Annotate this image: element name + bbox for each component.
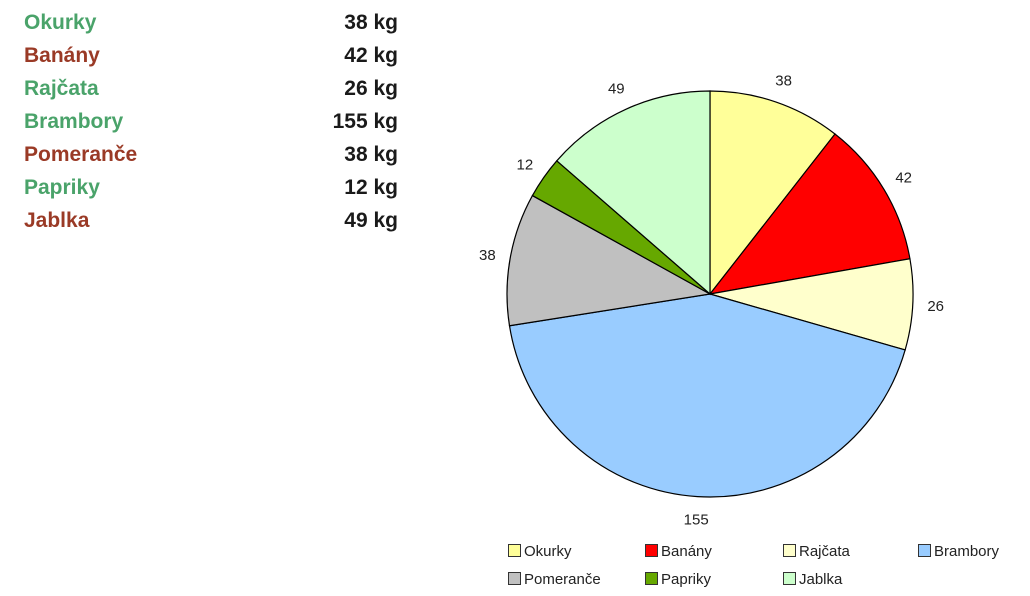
- row-label: Okurky: [24, 11, 97, 34]
- legend-swatch: [783, 572, 796, 585]
- table-row: Brambory 155 kg: [24, 107, 404, 137]
- row-value: 38 kg: [344, 143, 398, 166]
- row-value: 49 kg: [344, 209, 398, 232]
- row-value: 38 kg: [344, 11, 398, 34]
- table-row: Jablka 49 kg: [24, 206, 404, 236]
- legend-item: Rajčata: [783, 542, 850, 562]
- legend-item: Brambory: [918, 542, 999, 562]
- row-label: Jablka: [24, 209, 90, 232]
- slice-data-label: 49: [608, 80, 625, 97]
- table-row: Okurky 38 kg: [24, 8, 404, 38]
- legend-label: Okurky: [524, 543, 572, 560]
- pie-slice: [709, 90, 836, 296]
- legend-swatch: [645, 544, 658, 557]
- legend-label: Papriky: [661, 571, 712, 588]
- legend-label: Pomeranče: [524, 571, 601, 588]
- table-row: Pomeranče 38 kg: [24, 140, 404, 170]
- row-label: Papriky: [24, 176, 100, 199]
- row-value: 42 kg: [344, 44, 398, 67]
- legend-swatch: [508, 572, 521, 585]
- row-label: Brambory: [24, 110, 124, 133]
- slice-data-label: 38: [479, 247, 496, 264]
- legend-swatch: [918, 544, 931, 557]
- legend-item: Pomeranče: [508, 570, 601, 590]
- legend-item: Banány: [645, 542, 712, 562]
- slice-data-label: 38: [775, 72, 792, 89]
- pie-slice: [508, 293, 906, 498]
- legend-item: Papriky: [645, 570, 711, 590]
- legend-swatch: [645, 572, 658, 585]
- legend-item: Okurky: [508, 542, 572, 562]
- legend-item: Jablka: [783, 570, 842, 590]
- pie-slice: [708, 133, 911, 295]
- row-label: Rajčata: [24, 77, 99, 100]
- slice-data-label: 26: [927, 298, 944, 315]
- row-label: Pomeranče: [24, 143, 138, 166]
- table-row: Papriky 12 kg: [24, 173, 404, 203]
- legend-label: Rajčata: [799, 543, 850, 560]
- row-value: 26 kg: [344, 77, 398, 100]
- legend-swatch: [783, 544, 796, 557]
- pie-slice: [506, 194, 712, 327]
- slice-data-label: 12: [517, 156, 534, 173]
- legend-label: Banány: [661, 543, 712, 560]
- row-value: 155 kg: [332, 110, 398, 133]
- legend-swatch: [508, 544, 521, 557]
- slice-data-label: 42: [895, 170, 912, 187]
- slice-data-label: 155: [684, 512, 709, 529]
- legend-label: Brambory: [934, 543, 1000, 560]
- pie-slice: [555, 90, 711, 296]
- row-value: 12 kg: [344, 176, 398, 199]
- table-row: Rajčata 26 kg: [24, 74, 404, 104]
- legend-label: Jablka: [799, 571, 843, 588]
- table-row: Banány 42 kg: [24, 41, 404, 71]
- row-label: Banány: [24, 44, 100, 67]
